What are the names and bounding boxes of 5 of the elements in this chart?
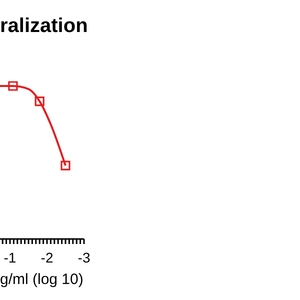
chart-title: ralization [0,15,88,37]
x-tick-label: -3 [78,249,90,266]
x-tick-label: -1 [4,249,16,266]
x-tick-label: -2 [40,249,54,266]
x-axis-title: g/ml (log 10) [0,271,84,288]
